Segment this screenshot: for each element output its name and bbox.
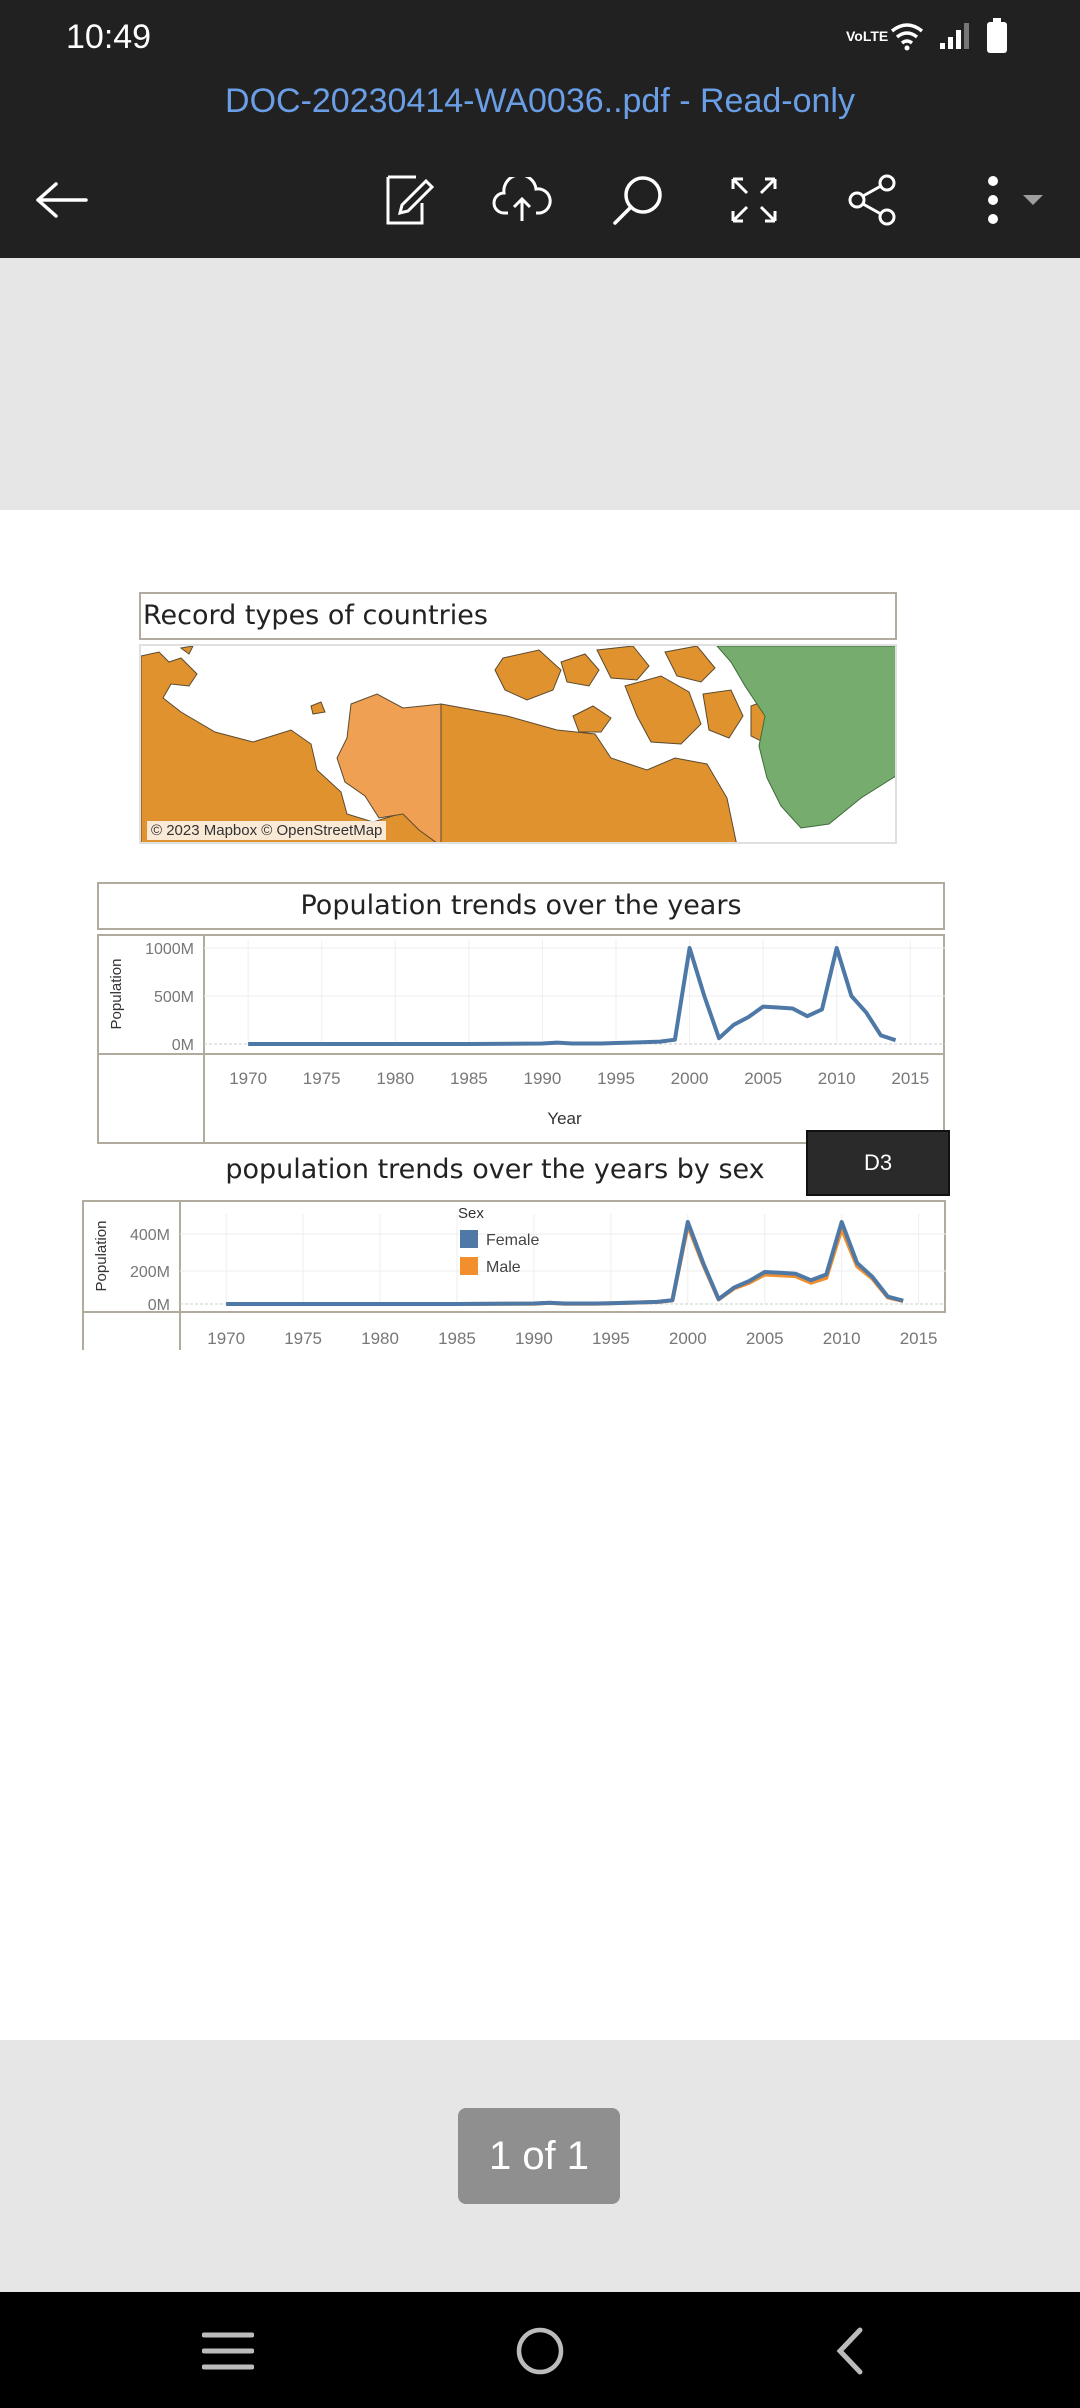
- y-tick-label: 0M: [172, 1037, 194, 1054]
- x-tick-label: 1985: [438, 1329, 476, 1348]
- y-tick-label: 500M: [154, 989, 194, 1006]
- edit-button[interactable]: [372, 164, 444, 236]
- x-tick-label: 1970: [207, 1329, 245, 1348]
- x-tick-label: 2000: [671, 1069, 709, 1088]
- population-chart: 1000M 500M 0M Population 1970 1975 1980 1985 199…: [97, 934, 945, 1144]
- y-tick-label: 1000M: [145, 941, 194, 958]
- home-icon: [516, 2327, 564, 2375]
- volte-icon: VoLTE: [846, 28, 889, 44]
- upload-button[interactable]: [486, 164, 558, 236]
- pdf-page[interactable]: Record types of countries © 2023 Mapbox …: [0, 510, 1080, 2040]
- x-tick-label: 2015: [891, 1069, 929, 1088]
- status-bar: 10:49 VoLTE: [0, 0, 1080, 76]
- share-button[interactable]: [836, 164, 908, 236]
- map-view: © 2023 Mapbox © OpenStreetMap: [139, 644, 897, 844]
- legend-swatch-male: [460, 1257, 478, 1275]
- population-by-sex-chart: 400M 200M 0M Population 1970 1975 1980 1985 1990…: [82, 1200, 946, 1350]
- page-gutter-top: [0, 258, 1080, 510]
- x-tick-label: 2015: [900, 1329, 938, 1348]
- back-arrow-icon: [36, 182, 88, 218]
- x-axis-label: Year: [547, 1109, 582, 1128]
- x-tick-label: 1995: [592, 1329, 630, 1348]
- more-vert-icon: [988, 176, 1043, 224]
- x-tick-label: 2010: [818, 1069, 856, 1088]
- y-tick-label: 400M: [130, 1227, 170, 1244]
- chevron-left-icon: [836, 2327, 863, 2375]
- x-tick-label: 1980: [361, 1329, 399, 1348]
- series-line-female: [226, 1220, 904, 1306]
- clock: 10:49: [66, 18, 152, 56]
- chart1-title: Population trends over the years: [97, 882, 945, 930]
- legend-swatch-female: [460, 1230, 478, 1248]
- chart2-title: population trends over the years by sex: [225, 1154, 765, 1185]
- legend-label-female: Female: [486, 1232, 539, 1249]
- cloud-upload-icon: [492, 177, 552, 221]
- search-button[interactable]: [602, 164, 674, 236]
- fullscreen-button[interactable]: [718, 164, 790, 236]
- nav-back-button[interactable]: [815, 2316, 885, 2386]
- series-line-population: [248, 946, 897, 1046]
- menu-icon: [202, 2332, 254, 2370]
- more-options-button[interactable]: [960, 164, 1050, 236]
- map-shapes: [141, 646, 895, 842]
- y-axis-label: Population: [93, 1221, 110, 1292]
- x-tick-label: 2000: [669, 1329, 707, 1348]
- home-button[interactable]: [505, 2316, 575, 2386]
- y-axis-label: Population: [108, 959, 125, 1030]
- x-tick-label: 1995: [597, 1069, 635, 1088]
- share-icon: [848, 174, 896, 226]
- search-icon: [613, 176, 662, 225]
- map-credit: © 2023 Mapbox © OpenStreetMap: [147, 821, 387, 840]
- x-tick-label: 1980: [376, 1069, 414, 1088]
- x-tick-label: 1970: [229, 1069, 267, 1088]
- edit-icon: [386, 175, 434, 225]
- d3-badge[interactable]: D3: [806, 1130, 950, 1196]
- plot-frame: [97, 934, 945, 1055]
- plot-frame: [82, 1200, 946, 1313]
- x-tick-label: 1990: [524, 1069, 562, 1088]
- map-title: Record types of countries: [139, 592, 897, 640]
- y-tick-label: 0M: [148, 1297, 170, 1314]
- wifi-icon: [890, 23, 924, 51]
- x-tick-label: 1990: [515, 1329, 553, 1348]
- fullscreen-icon: [731, 177, 777, 223]
- x-tick-label: 1975: [284, 1329, 322, 1348]
- status-icons: VoLTE: [846, 18, 1008, 54]
- navigation-bar: [0, 2292, 1080, 2408]
- app-bar: DOC-20230414-WA0036..pdf - Read-only: [0, 76, 1080, 258]
- y-tick-label: 200M: [130, 1264, 170, 1281]
- x-tick-label: 2005: [746, 1329, 784, 1348]
- signal-icon: [940, 23, 969, 49]
- x-tick-label: 1985: [450, 1069, 488, 1088]
- recent-apps-button[interactable]: [193, 2316, 263, 2386]
- back-button[interactable]: [26, 164, 98, 236]
- x-tick-label: 1975: [303, 1069, 341, 1088]
- legend-label-male: Male: [486, 1259, 521, 1276]
- x-tick-label: 2005: [744, 1069, 782, 1088]
- x-tick-label: 2010: [823, 1329, 861, 1348]
- legend-title: Sex: [458, 1205, 484, 1222]
- document-title: DOC-20230414-WA0036..pdf - Read-only: [225, 82, 855, 120]
- battery-icon: [987, 18, 1007, 53]
- page-indicator: 1 of 1: [458, 2108, 620, 2204]
